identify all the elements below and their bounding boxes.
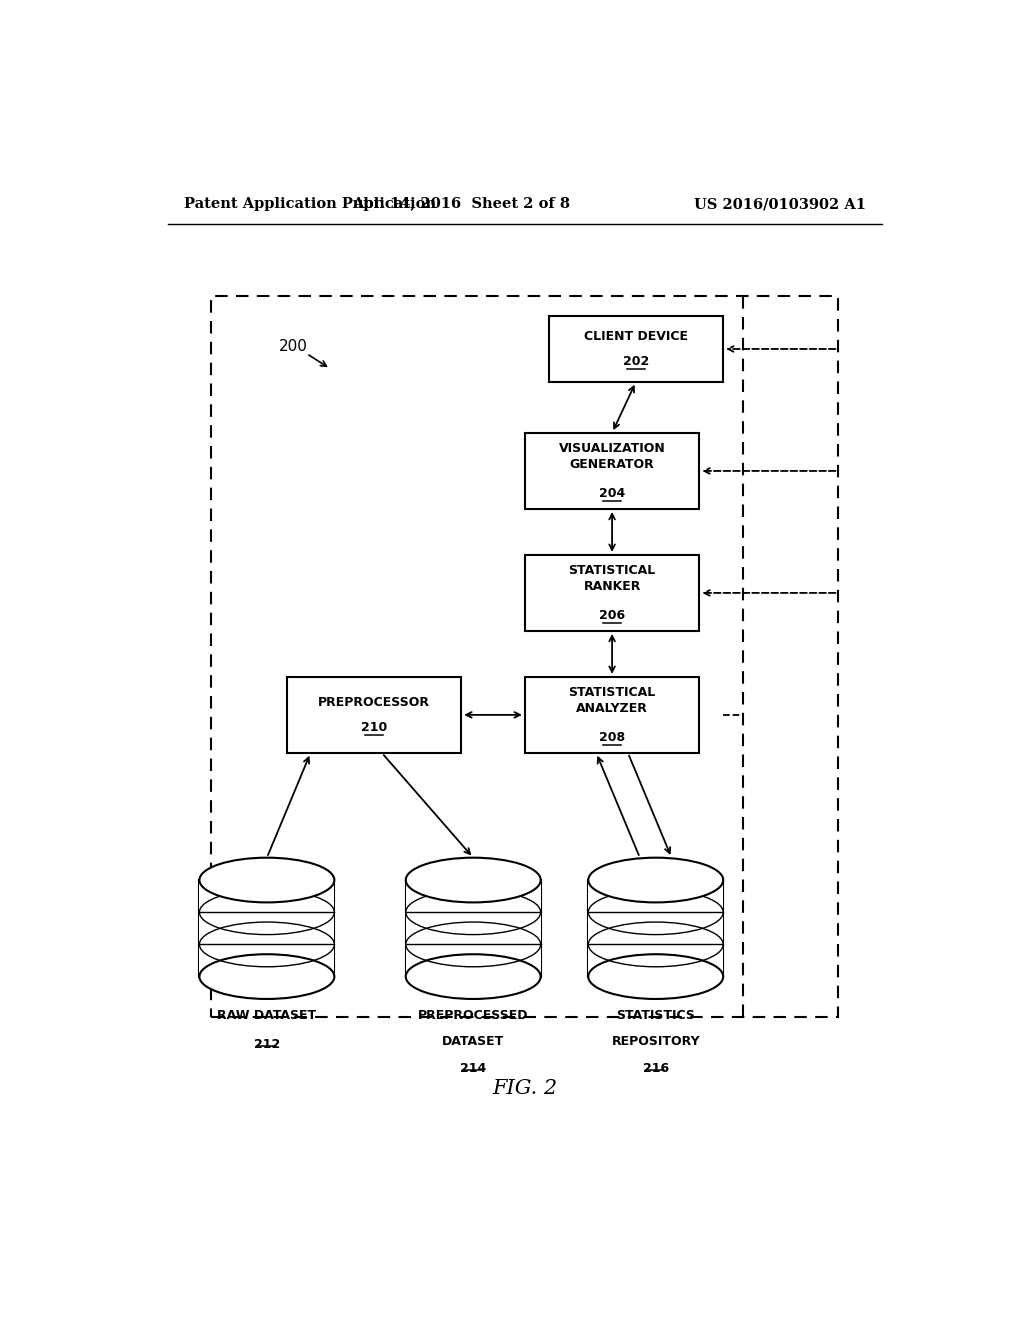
Text: 216: 216 xyxy=(643,1063,669,1074)
Text: STATISTICAL
RANKER: STATISTICAL RANKER xyxy=(568,564,655,593)
Text: 214: 214 xyxy=(460,1063,486,1074)
Text: US 2016/0103902 A1: US 2016/0103902 A1 xyxy=(694,197,866,211)
Bar xyxy=(287,677,462,752)
Text: Patent Application Publication: Patent Application Publication xyxy=(183,197,435,211)
Ellipse shape xyxy=(200,858,334,903)
Text: 204: 204 xyxy=(599,487,626,500)
Bar xyxy=(524,677,699,752)
Bar xyxy=(211,296,839,1018)
Ellipse shape xyxy=(588,858,723,903)
Text: DATASET: DATASET xyxy=(442,1035,505,1048)
Text: RAW DATASET: RAW DATASET xyxy=(217,1008,316,1022)
Text: 202: 202 xyxy=(623,355,649,368)
Text: STATISTICAL
ANALYZER: STATISTICAL ANALYZER xyxy=(568,686,655,715)
Text: 200: 200 xyxy=(279,339,307,354)
Text: Apr. 14, 2016  Sheet 2 of 8: Apr. 14, 2016 Sheet 2 of 8 xyxy=(352,197,570,211)
Bar xyxy=(524,433,699,510)
Text: REPOSITORY: REPOSITORY xyxy=(611,1035,700,1048)
Text: FIG. 2: FIG. 2 xyxy=(493,1078,557,1098)
Bar xyxy=(524,554,699,631)
Text: 210: 210 xyxy=(360,721,387,734)
Text: STATISTICS: STATISTICS xyxy=(616,1008,695,1022)
Bar xyxy=(549,315,723,381)
Ellipse shape xyxy=(588,954,723,999)
Text: 208: 208 xyxy=(599,731,626,743)
Bar xyxy=(588,880,723,977)
Text: PREPROCESSOR: PREPROCESSOR xyxy=(318,696,430,709)
Text: 212: 212 xyxy=(254,1038,280,1051)
Ellipse shape xyxy=(406,858,541,903)
Ellipse shape xyxy=(200,954,334,999)
Ellipse shape xyxy=(406,954,541,999)
Bar xyxy=(200,880,334,977)
Text: CLIENT DEVICE: CLIENT DEVICE xyxy=(584,330,688,343)
Text: 206: 206 xyxy=(599,609,626,622)
Text: VISUALIZATION
GENERATOR: VISUALIZATION GENERATOR xyxy=(559,442,666,471)
Bar xyxy=(406,880,541,977)
Text: PREPROCESSED: PREPROCESSED xyxy=(418,1008,528,1022)
